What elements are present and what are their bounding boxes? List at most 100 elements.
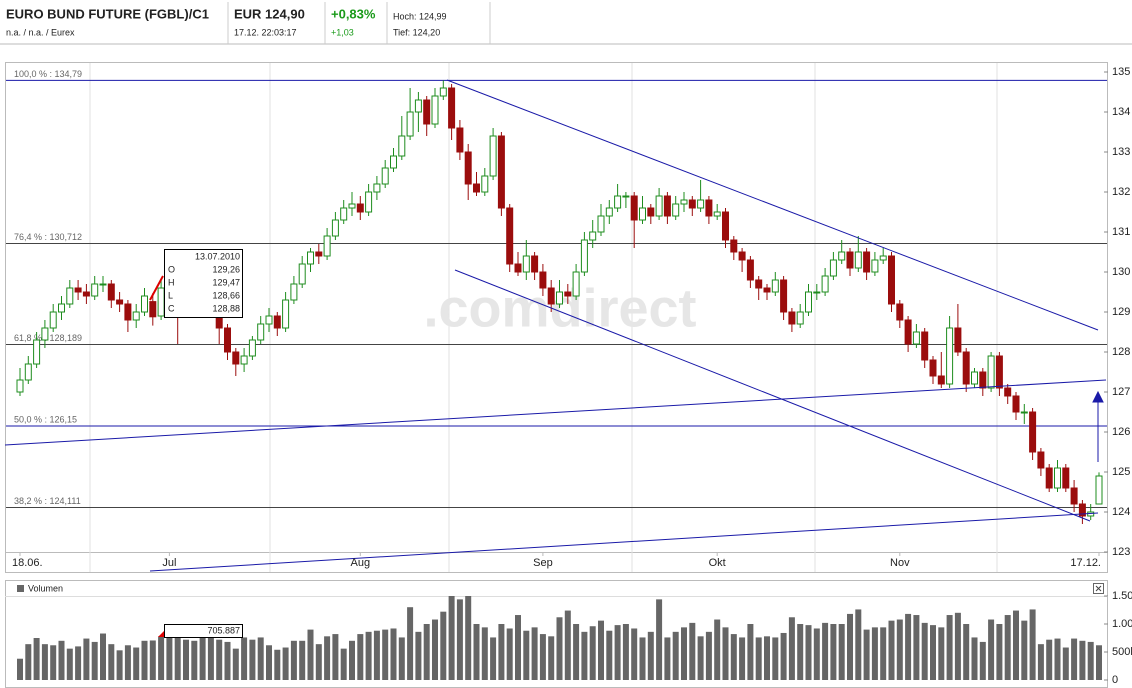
- volume-bar: [506, 628, 513, 680]
- candle-body: [846, 251, 854, 269]
- volume-bar: [614, 625, 621, 680]
- volume-bar: [224, 641, 231, 680]
- candle-body: [622, 195, 630, 198]
- candle-body: [232, 351, 240, 365]
- candle-body: [124, 303, 132, 321]
- volume-bar: [199, 638, 206, 680]
- y-tick-label: 500k: [1112, 646, 1132, 658]
- volume-tooltip-value: 705.887: [207, 625, 240, 635]
- candle-body: [132, 311, 140, 321]
- volume-bar: [290, 640, 297, 680]
- candle-body: [539, 271, 547, 289]
- volume-bar: [373, 630, 380, 680]
- volume-bar: [598, 620, 604, 680]
- candle-body: [16, 379, 24, 393]
- volume-bar: [191, 640, 198, 680]
- volume-bar: [871, 627, 878, 680]
- candle-body: [904, 319, 912, 345]
- volume-bar: [813, 628, 820, 680]
- candle-body: [572, 271, 580, 297]
- volume-bar: [158, 636, 165, 680]
- candle-body: [755, 279, 763, 289]
- volume-bar: [788, 617, 795, 680]
- volume-bar: [1004, 615, 1011, 680]
- volume-bar: [1087, 641, 1094, 680]
- candle-body: [589, 231, 597, 241]
- volume-tooltip-pointer: [158, 630, 165, 637]
- volume-bar: [166, 637, 173, 680]
- volume-bar: [672, 631, 679, 680]
- candle-body: [821, 275, 829, 293]
- volume-bar: [66, 648, 73, 680]
- volume-bar: [382, 629, 389, 680]
- candle-body: [1095, 475, 1103, 505]
- y-tick-label: 127: [1112, 386, 1130, 398]
- candle-body: [912, 331, 920, 345]
- volume-bar: [17, 658, 23, 680]
- candle-body: [547, 287, 555, 305]
- volume-bar: [681, 627, 687, 680]
- volume-bar: [581, 631, 588, 680]
- candle-body: [639, 207, 646, 221]
- candle-body: [141, 295, 148, 313]
- candle-body: [514, 263, 522, 273]
- volume-bar: [456, 599, 463, 680]
- candle-body: [365, 191, 373, 213]
- volume-tooltip-box: [164, 624, 243, 638]
- y-tick-label: 134: [1112, 106, 1130, 118]
- volume-bar: [75, 646, 82, 680]
- volume-bar: [100, 633, 106, 680]
- candle-body: [431, 95, 439, 125]
- y-tick-label: 131: [1112, 226, 1130, 238]
- day-low: Tief: 124,20: [393, 27, 440, 37]
- candle-body: [995, 355, 1003, 389]
- volume-bar: [606, 630, 613, 680]
- volume-bar: [631, 628, 638, 680]
- volume-bar: [730, 634, 737, 680]
- volume-bar: [1096, 645, 1102, 680]
- candle-body: [315, 251, 323, 257]
- candle-body: [771, 279, 779, 293]
- candle-body: [107, 283, 115, 301]
- volume-bar: [838, 624, 845, 680]
- candle-body: [340, 207, 348, 221]
- volume-bar: [432, 619, 438, 680]
- volume-bar: [1062, 647, 1069, 680]
- candle-body: [805, 291, 812, 313]
- candle-body: [390, 155, 397, 169]
- volume-bar: [1037, 644, 1044, 680]
- volume-bar: [407, 607, 414, 680]
- tooltip-field: O: [168, 264, 175, 274]
- volume-bar: [332, 634, 339, 680]
- volume-bar: [564, 610, 571, 680]
- candle-body: [979, 371, 987, 389]
- volume-bar: [647, 631, 654, 680]
- volume-bar: [996, 624, 1003, 680]
- candle-body: [614, 195, 622, 209]
- tooltip-date: 13.07.2010: [195, 251, 240, 261]
- candle-body: [41, 327, 49, 341]
- tooltip-field: H: [168, 277, 175, 287]
- level-label: 50,0 % : 126,15: [14, 414, 77, 424]
- candle-body: [323, 235, 331, 257]
- volume-bar: [481, 627, 488, 680]
- volume-bar: [847, 613, 853, 680]
- candle-body: [464, 151, 472, 185]
- candle-body: [240, 355, 248, 365]
- y-tick-label: 124: [1112, 506, 1130, 518]
- trendline: [454, 269, 1091, 522]
- candle-body: [863, 251, 871, 273]
- volume-bar: [365, 631, 372, 680]
- candle-body: [1078, 503, 1086, 517]
- day-high: Hoch: 124,99: [393, 11, 447, 21]
- candle-body: [448, 87, 456, 129]
- volume-bar: [938, 627, 945, 680]
- trendline: [149, 512, 1099, 572]
- candle-body: [763, 287, 771, 293]
- candle-body: [149, 301, 157, 318]
- volume-bar: [747, 624, 754, 680]
- y-tick-label: 129: [1112, 306, 1130, 318]
- volume-bar: [25, 644, 32, 680]
- y-tick-label: 123: [1112, 546, 1130, 558]
